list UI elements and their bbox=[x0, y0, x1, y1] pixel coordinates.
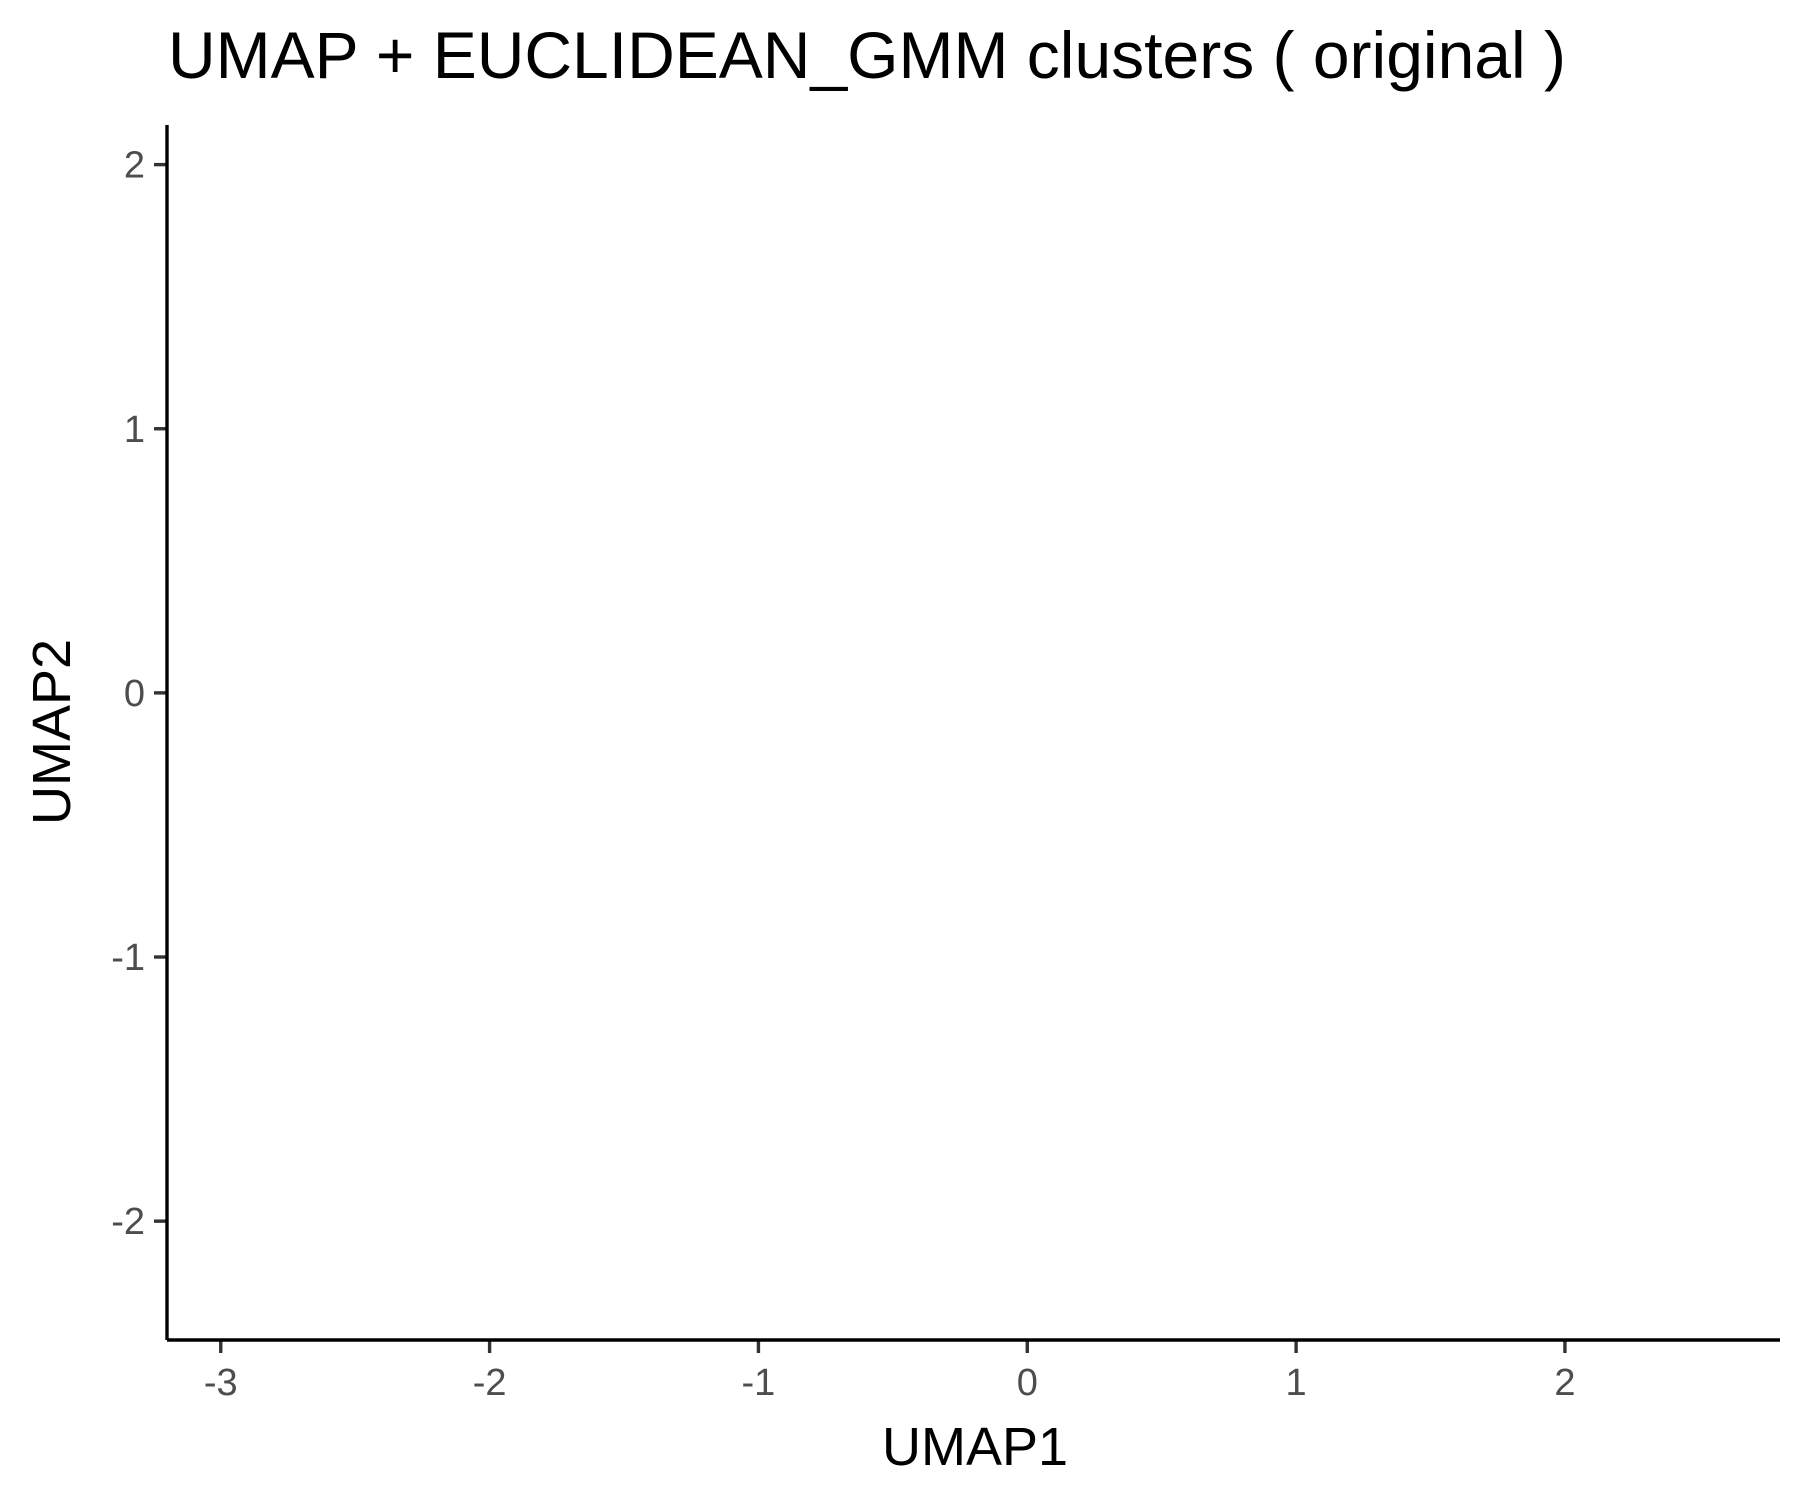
x-tick-label: -1 bbox=[742, 1362, 776, 1404]
chart-title: UMAP + EUCLIDEAN_GMM clusters ( original… bbox=[168, 18, 1566, 92]
y-tick-label: -1 bbox=[111, 937, 145, 979]
x-tick-label: 1 bbox=[1286, 1362, 1307, 1404]
y-tick-label: 0 bbox=[124, 673, 145, 715]
y-tick-label: -2 bbox=[111, 1201, 145, 1243]
x-tick-label: 0 bbox=[1017, 1362, 1038, 1404]
y-axis-title: UMAP2 bbox=[22, 639, 82, 825]
x-axis-ticks: -3 -2 -1 0 1 2 bbox=[204, 1340, 1576, 1404]
x-tick-label: -2 bbox=[473, 1362, 507, 1404]
y-axis-ticks: -2 -1 0 1 2 bbox=[111, 145, 167, 1243]
x-tick-label: 2 bbox=[1554, 1362, 1575, 1404]
y-tick-label: 1 bbox=[124, 409, 145, 451]
x-axis-title: UMAP1 bbox=[882, 1417, 1068, 1477]
y-tick-label: 2 bbox=[124, 145, 145, 187]
x-tick-label: -3 bbox=[204, 1362, 238, 1404]
